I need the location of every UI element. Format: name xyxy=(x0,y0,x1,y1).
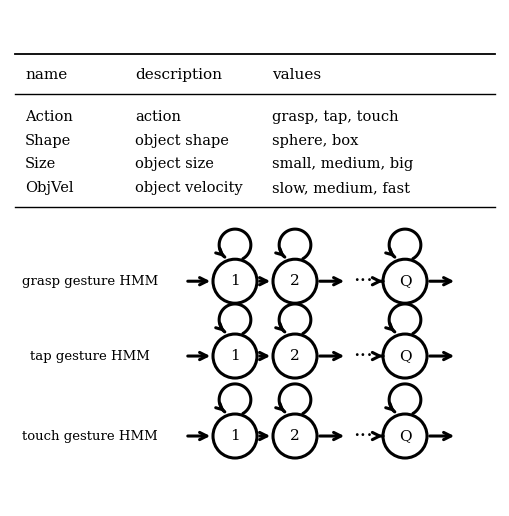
Text: small, medium, big: small, medium, big xyxy=(271,157,412,171)
Text: 1: 1 xyxy=(230,274,239,288)
Text: ···: ··· xyxy=(352,427,372,445)
Text: 2: 2 xyxy=(290,274,299,288)
Circle shape xyxy=(272,334,317,378)
Circle shape xyxy=(382,259,426,303)
Circle shape xyxy=(213,259,257,303)
Circle shape xyxy=(213,414,257,458)
Text: Q: Q xyxy=(398,429,410,443)
Text: sphere, box: sphere, box xyxy=(271,134,358,148)
Text: 1: 1 xyxy=(230,349,239,363)
Text: grasp gesture HMM: grasp gesture HMM xyxy=(22,275,158,288)
Text: object shape: object shape xyxy=(135,134,229,148)
Text: name: name xyxy=(25,68,67,82)
Text: touch gesture HMM: touch gesture HMM xyxy=(22,429,158,443)
Circle shape xyxy=(272,259,317,303)
Text: object size: object size xyxy=(135,157,213,171)
Text: ···: ··· xyxy=(352,272,372,291)
Text: values: values xyxy=(271,68,321,82)
Text: description: description xyxy=(135,68,221,82)
Text: 1: 1 xyxy=(230,429,239,443)
Text: Q: Q xyxy=(398,274,410,288)
Circle shape xyxy=(213,334,257,378)
Circle shape xyxy=(272,414,317,458)
Text: 2: 2 xyxy=(290,429,299,443)
Text: Q: Q xyxy=(398,349,410,363)
Text: object velocity: object velocity xyxy=(135,181,242,195)
Text: ObjVel: ObjVel xyxy=(25,181,73,195)
Text: ···: ··· xyxy=(352,347,372,365)
Text: Shape: Shape xyxy=(25,134,71,148)
Text: grasp, tap, touch: grasp, tap, touch xyxy=(271,110,398,124)
Text: action: action xyxy=(135,110,181,124)
Text: tap gesture HMM: tap gesture HMM xyxy=(30,349,150,363)
Text: Action: Action xyxy=(25,110,73,124)
Circle shape xyxy=(382,334,426,378)
Text: Size: Size xyxy=(25,157,56,171)
Circle shape xyxy=(382,414,426,458)
Text: slow, medium, fast: slow, medium, fast xyxy=(271,181,409,195)
Text: 2: 2 xyxy=(290,349,299,363)
